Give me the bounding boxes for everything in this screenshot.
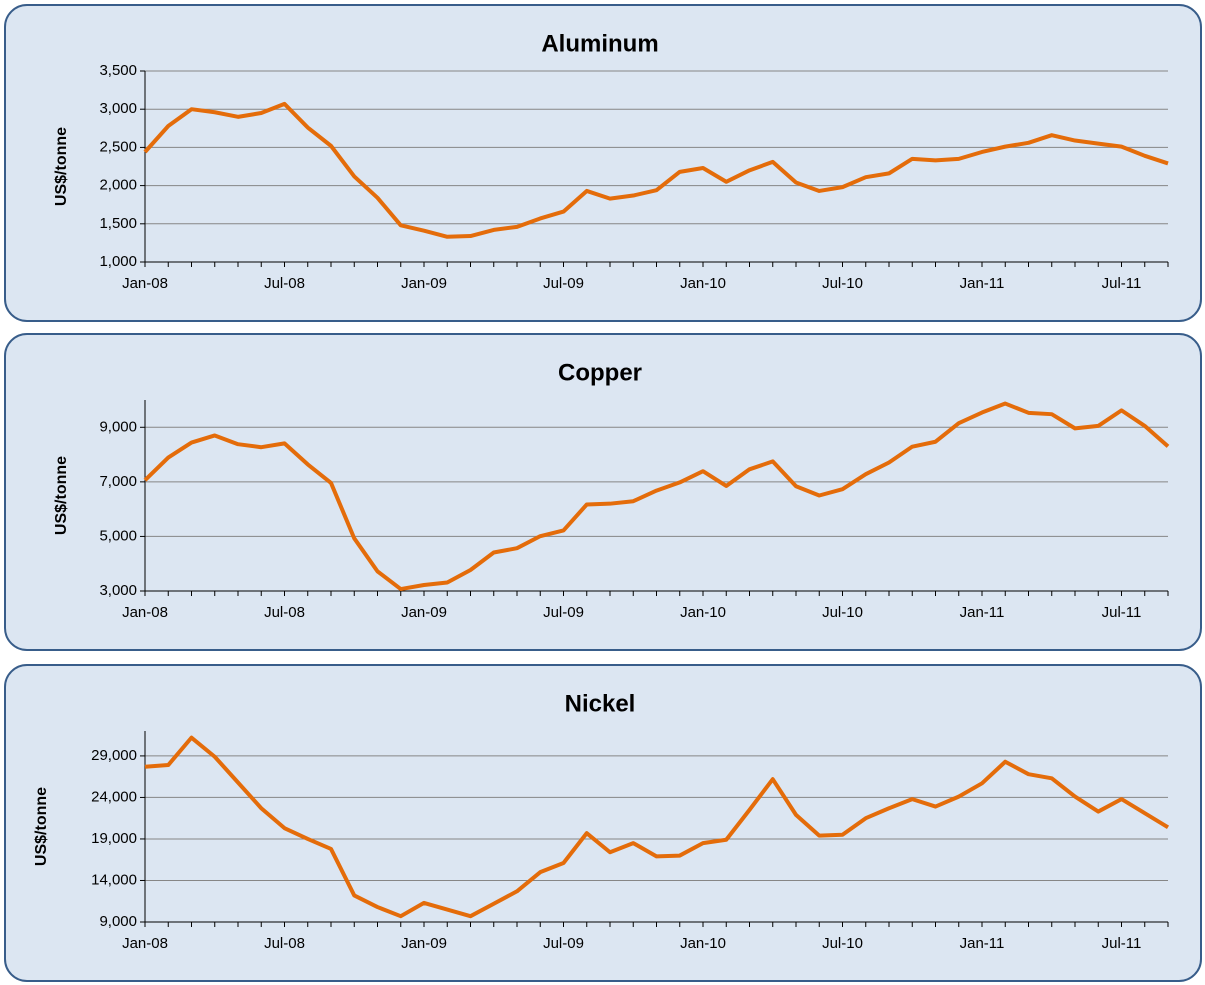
x-tick-label: Jul-09 [543,275,584,292]
y-tick-label: 1,000 [99,253,137,270]
y-tick-label: 3,000 [99,100,137,117]
y-tick-label: 2,000 [99,177,137,194]
x-tick-label: Jan-10 [680,275,726,292]
data-line [144,735,1170,919]
x-tick-label: Jul-10 [822,604,863,621]
y-tick-label: 29,000 [91,747,137,764]
y-axis-label: US$/tonne [53,127,70,206]
y-tick-label: 5,000 [99,527,137,544]
panel [4,664,1202,982]
x-tick-label: Jan-10 [680,604,726,621]
x-tick-label: Jan-11 [960,275,1005,292]
x-tick-label: Jul-11 [1102,275,1142,292]
x-tick-label: Jul-09 [543,935,584,952]
y-tick-label: 9,000 [99,418,137,435]
chart-title: Copper [558,359,642,386]
x-tick-label: Jul-08 [264,604,305,621]
x-tick-label: Jan-10 [680,935,726,952]
y-tick-label: 14,000 [91,871,137,888]
x-tick-label: Jul-10 [822,275,863,292]
x-tick-label: Jan-09 [401,275,447,292]
x-tick-label: Jul-11 [1102,604,1142,621]
x-tick-label: Jul-08 [264,275,305,292]
chart-title: Aluminum [541,30,658,57]
y-tick-label: 9,000 [99,913,137,930]
y-tick-label: 1,500 [99,215,137,232]
x-tick-label: Jan-11 [960,935,1005,952]
x-tick-label: Jul-11 [1102,935,1142,952]
chart-title: Nickel [565,690,636,717]
y-tick-label: 3,500 [99,62,137,79]
y-axis-label: US$/tonne [33,787,50,866]
y-tick-label: 7,000 [99,473,137,490]
y-tick-label: 3,000 [99,582,137,599]
x-tick-label: Jan-08 [122,604,168,621]
x-tick-label: Jan-08 [122,275,168,292]
x-tick-label: Jan-09 [401,935,447,952]
data-line [143,401,1170,592]
x-tick-label: Jul-08 [264,935,305,952]
y-tick-label: 24,000 [91,788,137,805]
data-line [143,101,1169,239]
panel [4,4,1202,322]
panel [4,333,1202,651]
y-axis-label: US$/tonne [53,456,70,535]
y-tick-label: 2,500 [99,138,137,155]
x-tick-label: Jan-11 [960,604,1005,621]
x-tick-label: Jul-09 [543,604,584,621]
x-tick-label: Jul-10 [822,935,863,952]
y-tick-label: 19,000 [91,830,137,847]
x-tick-label: Jan-09 [401,604,447,621]
x-tick-label: Jan-08 [122,935,168,952]
